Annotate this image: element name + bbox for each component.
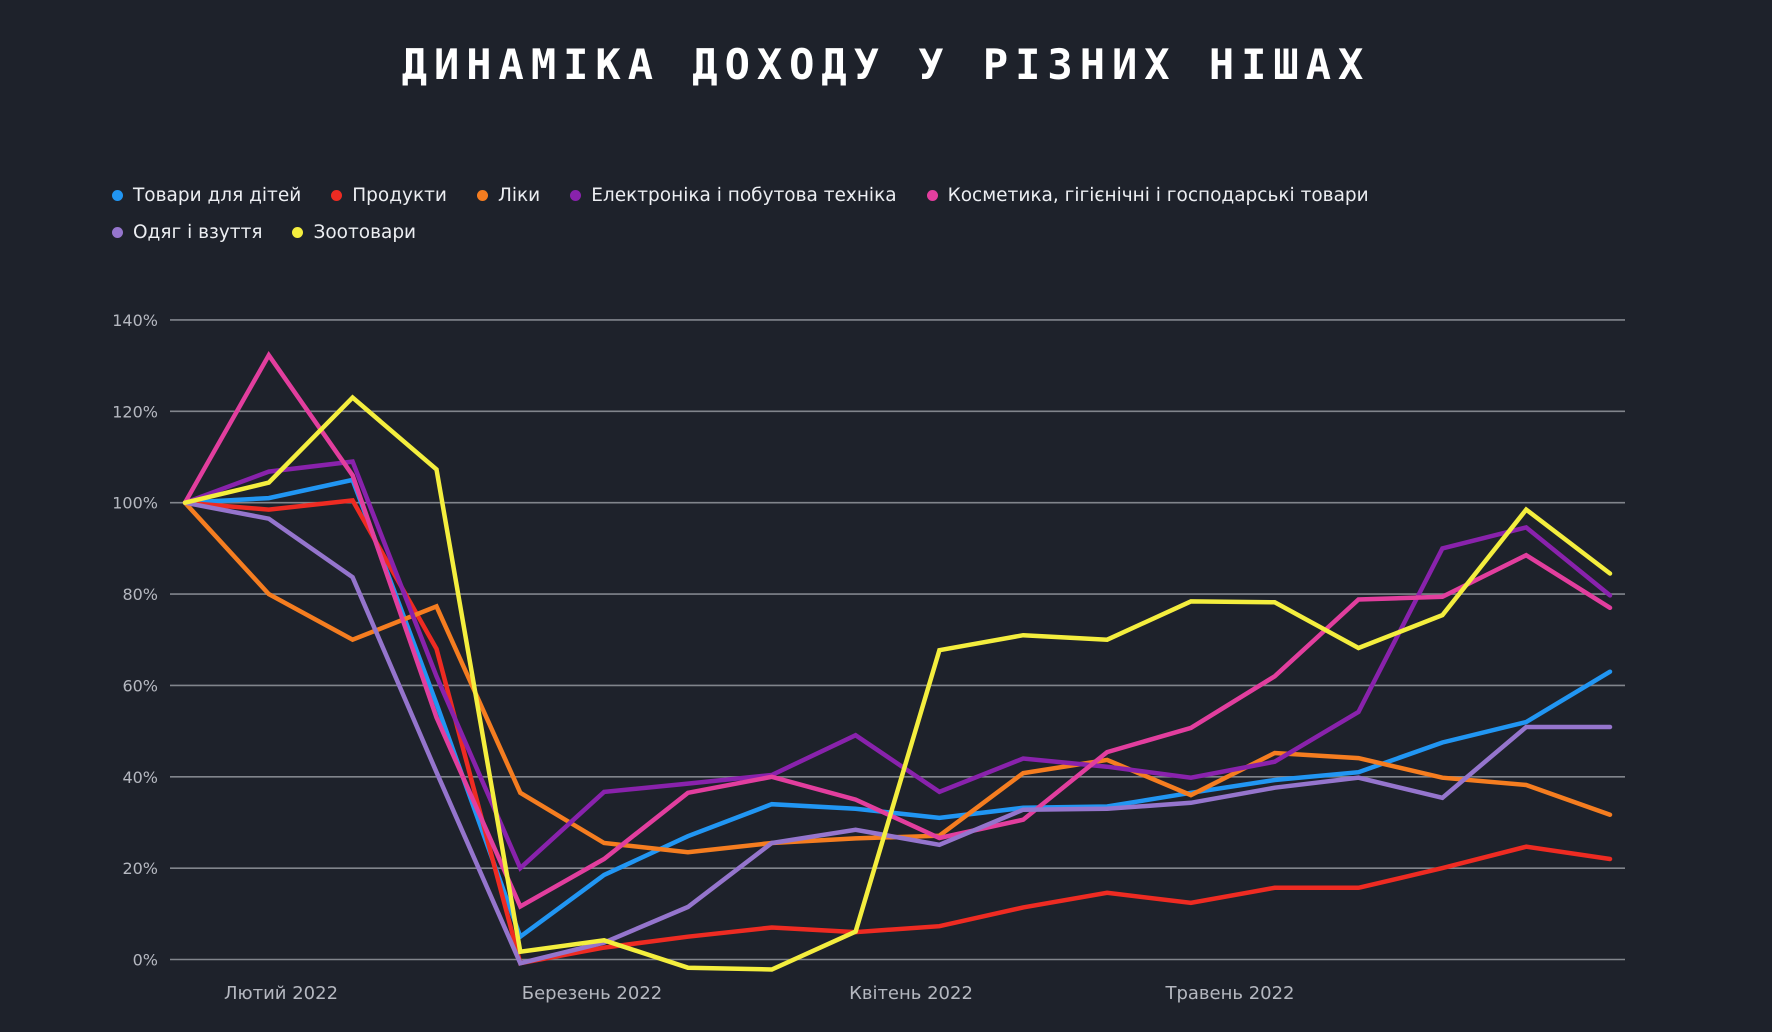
legend-row-2: Одяг і взуття Зоотовари [112, 222, 1612, 243]
series-line-3 [182, 459, 1613, 872]
series-line-0 [182, 477, 1613, 941]
legend-label: Ліки [497, 185, 541, 206]
y-tick-label: 80% [122, 585, 158, 604]
y-tick-label: 140% [112, 311, 158, 330]
y-tick-label: 0% [133, 951, 158, 970]
legend-dot-icon [476, 190, 488, 201]
legend-item-odiah-i-vzuttia[interactable]: Одяг і взуття [112, 222, 262, 243]
x-tick-label: Квітень 2022 [849, 983, 973, 1004]
series-line-5 [182, 500, 1613, 966]
series-line-6 [182, 394, 1613, 972]
legend-label: Зоотовари [313, 222, 417, 243]
legend-row-1: Товари для дітей Продукти Ліки Електроні… [112, 185, 1612, 206]
legend-dot-icon [112, 190, 123, 201]
y-tick-label: 40% [122, 768, 158, 787]
legend-dot-icon [570, 190, 582, 201]
y-tick-label: 60% [122, 676, 158, 695]
series-line-1 [182, 498, 1613, 966]
legend-dot-icon [112, 227, 123, 238]
page-title: ДИНАМІКА ДОХОДУ У РІЗНИХ НІШАХ [401, 40, 1371, 89]
legend-item-tovary-dlia-ditei[interactable]: Товари для дітей [112, 185, 301, 206]
x-tick-label: Березень 2022 [522, 983, 662, 1004]
legend-label: Косметика, гігієнічні і господарські тов… [947, 185, 1369, 206]
series-line-2 [182, 500, 1613, 855]
y-tick-label: 100% [112, 494, 158, 513]
x-tick-label: Лютий 2022 [224, 983, 338, 1004]
legend-item-zootovary[interactable]: Зоотовари [292, 222, 416, 243]
legend-dot-icon [926, 190, 938, 201]
legend-item-elektronika[interactable]: Електроніка і побутова техніка [570, 185, 897, 206]
y-tick-label: 20% [122, 859, 158, 878]
legend-item-liky[interactable]: Ліки [476, 185, 541, 206]
legend: Товари для дітей Продукти Ліки Електроні… [112, 185, 1612, 259]
legend-item-kosmetyka[interactable]: Косметика, гігієнічні і господарські тов… [926, 185, 1369, 206]
x-tick-label: Травень 2022 [1164, 983, 1294, 1004]
legend-label: Продукти [352, 185, 447, 206]
series-line-4 [182, 350, 1613, 910]
y-tick-label: 120% [112, 402, 158, 421]
legend-label: Електроніка і побутова техніка [591, 185, 897, 206]
legend-label: Одяг і взуття [133, 222, 263, 243]
legend-item-produkty[interactable]: Продукти [331, 185, 447, 206]
legend-dot-icon [331, 190, 343, 201]
legend-dot-icon [292, 227, 304, 238]
legend-label: Товари для дітей [133, 185, 302, 206]
